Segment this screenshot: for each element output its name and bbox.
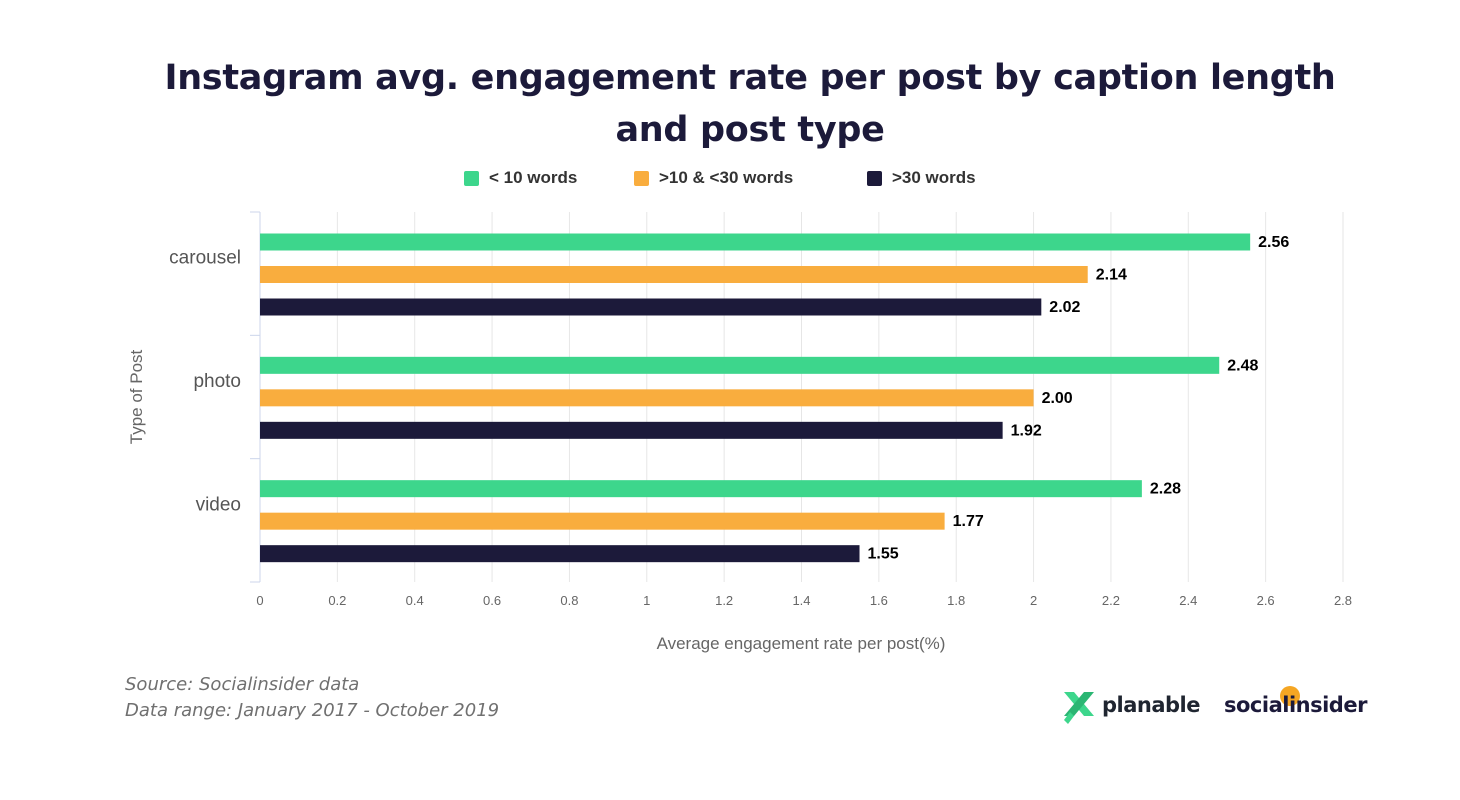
y-category-label: photo <box>193 371 241 392</box>
socialinsider-logo: socialinsider <box>1224 686 1367 724</box>
legend-label-10to30: >10 & <30 words <box>659 168 794 187</box>
x-tick-label: 1.4 <box>792 593 810 608</box>
y-category-label: carousel <box>169 248 241 269</box>
x-tick-label: 1 <box>643 593 650 608</box>
data-label: 2.28 <box>1150 481 1181 498</box>
x-tick-label: 2.2 <box>1102 593 1120 608</box>
legend-label-lt10: < 10 words <box>489 168 578 187</box>
x-tick-label: 1.8 <box>947 593 965 608</box>
source-note: Source: Socialinsider data Data range: J… <box>125 672 499 724</box>
source-text: Source: Socialinsider data <box>125 674 360 695</box>
socialinsider-dot-icon <box>1280 686 1300 706</box>
x-tick-label: 1.6 <box>870 593 888 608</box>
bar <box>260 298 1042 316</box>
bar <box>260 266 1088 283</box>
x-tick-label: 2 <box>1030 593 1037 608</box>
x-tick-label: 0.8 <box>560 593 578 608</box>
legend-swatch-10to30 <box>634 170 649 186</box>
chart-title-line-2: and post type <box>615 110 885 150</box>
planable-logo-text: planable <box>1102 693 1201 717</box>
data-label: 1.77 <box>953 513 984 530</box>
planable-logo: planable <box>1060 686 1201 724</box>
legend-item-lt10[interactable]: < 10 words <box>464 166 577 190</box>
x-tick-label: 2.4 <box>1179 593 1197 608</box>
y-axis-title: Type of Post <box>127 349 146 444</box>
x-tick-label: 2.6 <box>1257 593 1275 608</box>
socialinsider-logo-text: socialinsider <box>1224 693 1367 717</box>
x-tick-label: 2.8 <box>1334 593 1352 608</box>
x-tick-label: 0.4 <box>406 593 424 608</box>
x-tick-label: 0.2 <box>328 593 346 608</box>
bar <box>260 480 1142 498</box>
chart-title-line-1: Instagram avg. engagement rate per post … <box>164 58 1336 98</box>
legend-label-gt30: >30 words <box>892 168 976 187</box>
data-label: 1.55 <box>868 546 899 563</box>
chart-legend: < 10 words >10 & <30 words >30 words <box>0 166 1460 190</box>
data-label: 1.92 <box>1011 422 1042 439</box>
data-label: 2.14 <box>1096 267 1127 284</box>
legend-swatch-lt10 <box>464 170 479 186</box>
bar <box>260 545 860 563</box>
y-category-label: video <box>196 494 241 515</box>
bar <box>260 356 1220 374</box>
chart-title: Instagram avg. engagement rate per post … <box>130 52 1370 156</box>
bar <box>260 421 1003 439</box>
data-label: 2.48 <box>1227 357 1258 374</box>
x-tick-label: 1.2 <box>715 593 733 608</box>
data-label: 2.00 <box>1042 390 1073 407</box>
x-axis-title: Average engagement rate per post(%) <box>657 634 946 653</box>
bar <box>260 512 945 530</box>
x-tick-label: 0.6 <box>483 593 501 608</box>
bar <box>260 389 1034 407</box>
x-tick-label: 0 <box>256 593 263 608</box>
data-range-text: Data range: January 2017 - October 2019 <box>125 700 500 721</box>
bar <box>260 233 1251 251</box>
legend-item-10to30[interactable]: >10 & <30 words <box>634 166 793 190</box>
data-label: 2.02 <box>1049 299 1080 316</box>
legend-item-gt30[interactable]: >30 words <box>867 166 976 190</box>
data-label: 2.56 <box>1258 234 1289 251</box>
legend-swatch-gt30 <box>867 170 882 186</box>
planable-logo-icon <box>1064 692 1094 724</box>
